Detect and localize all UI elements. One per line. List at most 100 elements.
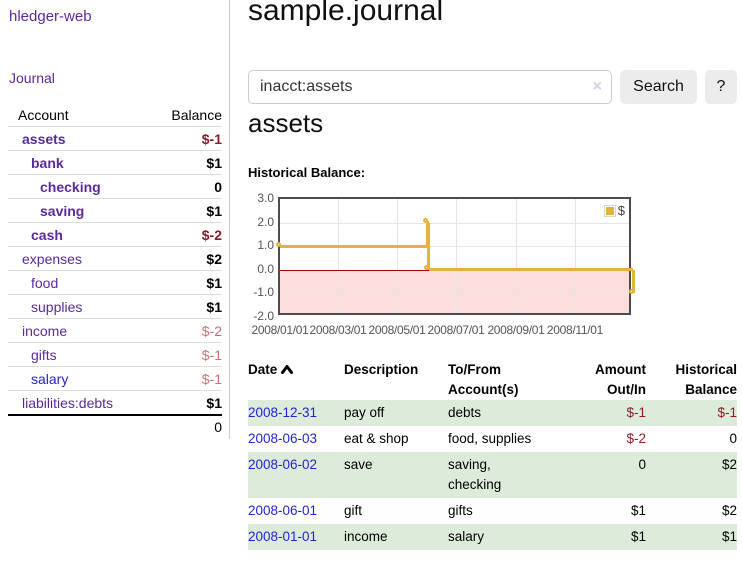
account-link-food[interactable]: food — [31, 274, 59, 291]
account-link-bank[interactable]: bank — [31, 154, 64, 171]
account-balance: $-1 — [201, 130, 222, 147]
account-row: cash $-2 — [8, 223, 222, 247]
transaction-amount: $1 — [630, 503, 646, 518]
account-link-supplies[interactable]: supplies — [31, 298, 83, 315]
page-title: sample.journal — [248, 0, 444, 27]
x-axis-tick-label: 2008/09/01 — [487, 323, 545, 337]
register-header-row: Date Description To/From Account(s) Amou… — [248, 360, 737, 400]
account-link-expenses[interactable]: expenses — [22, 250, 82, 267]
account-balance: $-1 — [201, 346, 222, 363]
transaction-accounts: salary — [448, 524, 570, 550]
chart-line-segment — [631, 269, 635, 294]
account-link-cash[interactable]: cash — [31, 226, 63, 243]
transaction-date-link[interactable]: 2008-01-01 — [248, 529, 318, 544]
account-balance: $1 — [206, 274, 222, 291]
sort-ascending-icon — [281, 365, 294, 374]
column-header-date[interactable]: Date — [248, 360, 344, 400]
account-row: bank $1 — [8, 151, 222, 175]
sidebar: hledger-web Journal Account Balance asse… — [0, 0, 230, 439]
transaction-description: income — [344, 524, 448, 550]
app-title-link[interactable]: hledger-web — [9, 8, 92, 25]
chart-gridline — [574, 199, 576, 313]
transaction-accounts: gifts — [448, 503, 473, 518]
transaction-date-link[interactable]: 2008-06-01 — [248, 503, 318, 518]
column-header-balance: Historical Balance — [675, 362, 737, 397]
y-axis-tick-label: -1.0 — [253, 285, 274, 300]
chart-gridline — [397, 199, 399, 313]
account-link-gifts[interactable]: gifts — [31, 346, 57, 363]
chart-line-segment — [427, 222, 431, 270]
account-link-checking[interactable]: checking — [40, 178, 101, 195]
y-axis-tick-label: 1.0 — [257, 238, 274, 253]
clear-search-icon[interactable]: × — [592, 78, 602, 95]
x-axis-tick-label: 2008/07/01 — [427, 323, 485, 337]
transaction-row: 2008-06-01 gift gifts $1 $2 — [248, 498, 737, 524]
register-table: Date Description To/From Account(s) Amou… — [248, 360, 737, 550]
transaction-balance: $2 — [721, 503, 737, 518]
account-row: income $-2 — [8, 319, 222, 343]
help-button[interactable]: ? — [705, 70, 737, 104]
search-button[interactable]: Search — [620, 70, 697, 104]
account-row: salary $-1 — [8, 367, 222, 391]
transaction-row: 2008-06-03 eat & shop food, supplies $-2 0 — [248, 426, 737, 452]
account-row: saving $1 — [8, 199, 222, 223]
transaction-description: pay off — [344, 400, 448, 426]
x-axis-tick-label: 2008/03/01 — [309, 323, 367, 337]
account-link-saving[interactable]: saving — [40, 202, 85, 219]
chart-legend: $ — [603, 203, 625, 218]
historical-balance-chart: $ 3.0 2.0 1.0 0.0 -1.0 -2.0 2008/01/01 2008/03… — [248, 191, 708, 350]
account-balance: $1 — [206, 154, 222, 171]
transaction-row: 2008-06-02 save saving, checking 0 $2 — [248, 452, 737, 498]
chart-gridline — [338, 199, 340, 313]
transaction-amount: $1 — [570, 524, 646, 550]
search-field-wrap: × — [248, 70, 612, 104]
account-balance: $1 — [206, 298, 222, 315]
transaction-date-link[interactable]: 2008-06-03 — [248, 431, 318, 446]
legend-swatch — [603, 204, 616, 217]
transaction-accounts: debts — [448, 400, 570, 426]
transaction-balance: $1 — [646, 524, 737, 550]
transaction-accounts: saving, checking — [448, 452, 570, 498]
transaction-balance: 0 — [729, 431, 737, 446]
chart-gridline — [515, 199, 517, 313]
x-axis-tick-label: 2008/05/01 — [368, 323, 426, 337]
transaction-accounts: food, supplies — [448, 431, 532, 446]
chart-data-point — [424, 265, 430, 271]
sidebar-item-journal[interactable]: Journal — [9, 70, 55, 86]
searchbar: × Search ? — [248, 70, 737, 104]
column-header-description: Description — [344, 362, 419, 377]
transaction-amount: $-1 — [570, 400, 646, 426]
account-row: gifts $-1 — [8, 343, 222, 367]
chart-x-axis: 2008/01/01 2008/03/01 2008/05/01 2008/07/01… — [251, 323, 633, 339]
account-table-total-row: 0 — [8, 414, 222, 438]
chart-line-segment — [425, 222, 429, 247]
date-header-label: Date — [248, 362, 278, 377]
account-row: supplies $1 — [8, 295, 222, 319]
transaction-description: gift — [344, 503, 363, 518]
total-balance: 0 — [214, 419, 222, 435]
main-content: sample.journal × Search ? assets Histori… — [248, 0, 737, 582]
x-axis-tick-label: 2008/01/01 — [251, 323, 309, 337]
account-balance: $1 — [206, 202, 222, 219]
account-link-income[interactable]: income — [22, 322, 68, 339]
chart-title: Historical Balance: — [248, 165, 366, 180]
transaction-description: save — [344, 452, 448, 498]
transaction-date-link[interactable]: 2008-12-31 — [248, 405, 318, 420]
transaction-row: 2008-01-01 income salary $1 $1 — [248, 524, 737, 550]
account-link-salary[interactable]: salary — [31, 370, 69, 387]
account-row: assets $-1 — [8, 127, 222, 151]
chart-data-point — [628, 288, 634, 294]
account-balance: $1 — [206, 394, 222, 411]
search-input[interactable] — [248, 70, 612, 104]
account-link-assets[interactable]: assets — [22, 130, 66, 147]
transaction-balance: $-1 — [646, 400, 737, 426]
y-axis-tick-label: 2.0 — [257, 214, 274, 229]
account-column-header: Account — [18, 106, 69, 123]
x-axis-tick-label: 2008/11/01 — [546, 323, 604, 337]
account-balance: $-1 — [201, 370, 222, 387]
chart-gridline — [280, 222, 629, 224]
account-link-liabilities-debts[interactable]: liabilities:debts — [22, 394, 114, 411]
balance-column-header: Balance — [171, 106, 222, 123]
account-balance: 0 — [214, 178, 222, 195]
transaction-date-link[interactable]: 2008-06-02 — [248, 457, 318, 472]
